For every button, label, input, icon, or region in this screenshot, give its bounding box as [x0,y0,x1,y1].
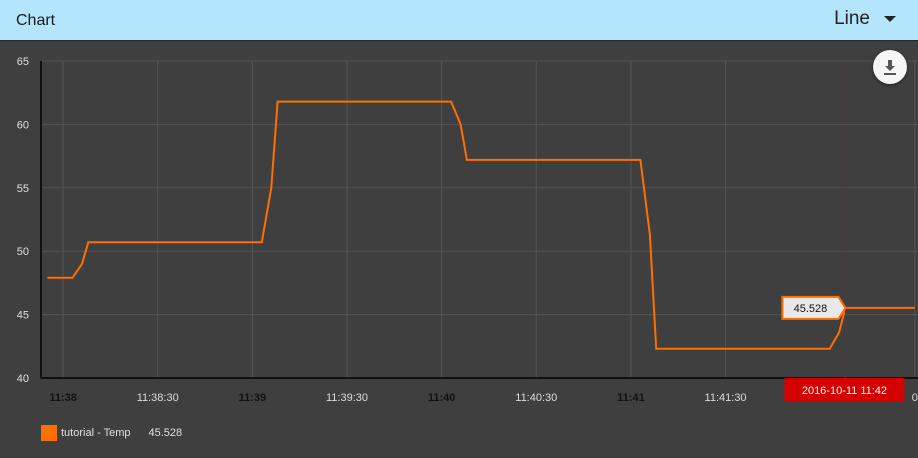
legend-series-name: tutorial - Temp [61,427,131,439]
x-tick-label: 11:38:30 [137,392,179,404]
x-tick-label: 11:38 [49,392,77,404]
hover-value-tooltip [781,295,847,320]
legend-swatch [41,425,57,441]
chart-type-value: Line [834,8,870,29]
x-tick-label: 11:40 [428,392,456,404]
line-chart: 40 45 50 55 60 65 11:38 11:38:30 11:39 11:39:30 11… [17,56,918,404]
chevron-down-icon [884,16,896,22]
download-button[interactable] [873,50,907,84]
chart-header: Chart Line [0,0,918,41]
download-icon [884,60,896,75]
x-tick-label: 11:39:30 [326,392,368,404]
y-tick-label: 60 [17,119,29,131]
series-line [47,100,915,350]
x-tick-label: 11:39 [239,392,267,404]
hover-time-box [784,378,905,402]
chart-legend: tutorial - Temp 45.528 [41,425,182,441]
legend-series-value: 45.528 [148,427,183,439]
x-tick-label: 11:41:30 [705,392,747,404]
y-tick-label: 45 [17,310,29,322]
y-tick-label: 50 [17,246,29,258]
x-tick-label: 0 [912,392,918,404]
x-tick-label: 11:40:30 [515,392,557,404]
page-title: Chart [16,12,56,29]
y-tick-label: 65 [17,56,29,68]
hover-value-label: 45.528 [794,303,828,315]
y-tick-label: 55 [17,183,29,195]
x-tick-label: 11:41 [617,392,645,404]
y-tick-label: 40 [17,373,29,385]
chart-type-select[interactable]: Line [834,6,896,32]
chart-area: 40 45 50 55 60 65 11:38 11:38:30 11:39 11:39:30 11… [0,41,918,458]
hover-time-label: 2016-10-11 11:42 [802,385,887,397]
